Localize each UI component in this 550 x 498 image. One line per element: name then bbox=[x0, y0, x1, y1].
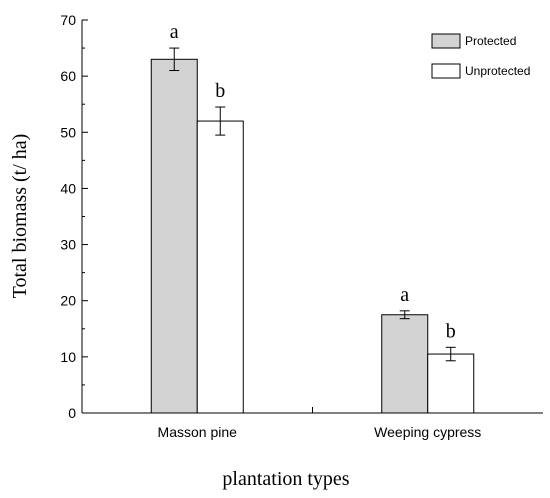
bar-protected bbox=[150, 58, 198, 414]
significance-label: a bbox=[170, 21, 179, 43]
y-tick-label: 10 bbox=[60, 349, 76, 365]
legend-label: Unprotected bbox=[465, 64, 530, 78]
significance-label: a bbox=[400, 284, 409, 306]
bar-unprotected bbox=[196, 120, 244, 414]
x-tick-label: Masson pine bbox=[158, 424, 238, 440]
legend-swatch-protected bbox=[431, 33, 461, 49]
bars: a b a b bbox=[150, 21, 475, 414]
y-tick-label: 0 bbox=[68, 405, 76, 421]
significance-label: b bbox=[215, 80, 225, 102]
y-tick-label: 50 bbox=[60, 124, 76, 140]
y-tick-label: 60 bbox=[60, 68, 76, 84]
y-tick-label: 70 bbox=[60, 12, 76, 28]
y-tick-label: 40 bbox=[60, 180, 76, 196]
legend: Protected Unprotected bbox=[431, 33, 530, 79]
legend-swatch-unprotected bbox=[431, 63, 461, 79]
x-tick-label: Weeping cypress bbox=[374, 424, 481, 440]
legend-label: Protected bbox=[465, 34, 516, 48]
y-tick-label: 20 bbox=[60, 293, 76, 309]
bar-unprotected bbox=[427, 353, 475, 414]
x-axis-title: plantation types bbox=[222, 468, 349, 490]
significance-label: b bbox=[446, 320, 456, 342]
axes: 0 10 20 30 40 50 60 70 Masson pine Weeping cypres… bbox=[60, 12, 543, 440]
y-axis-title: Total biomass (t/ ha) bbox=[9, 134, 31, 299]
bar-protected bbox=[381, 314, 429, 414]
y-tick-label: 30 bbox=[60, 237, 76, 253]
